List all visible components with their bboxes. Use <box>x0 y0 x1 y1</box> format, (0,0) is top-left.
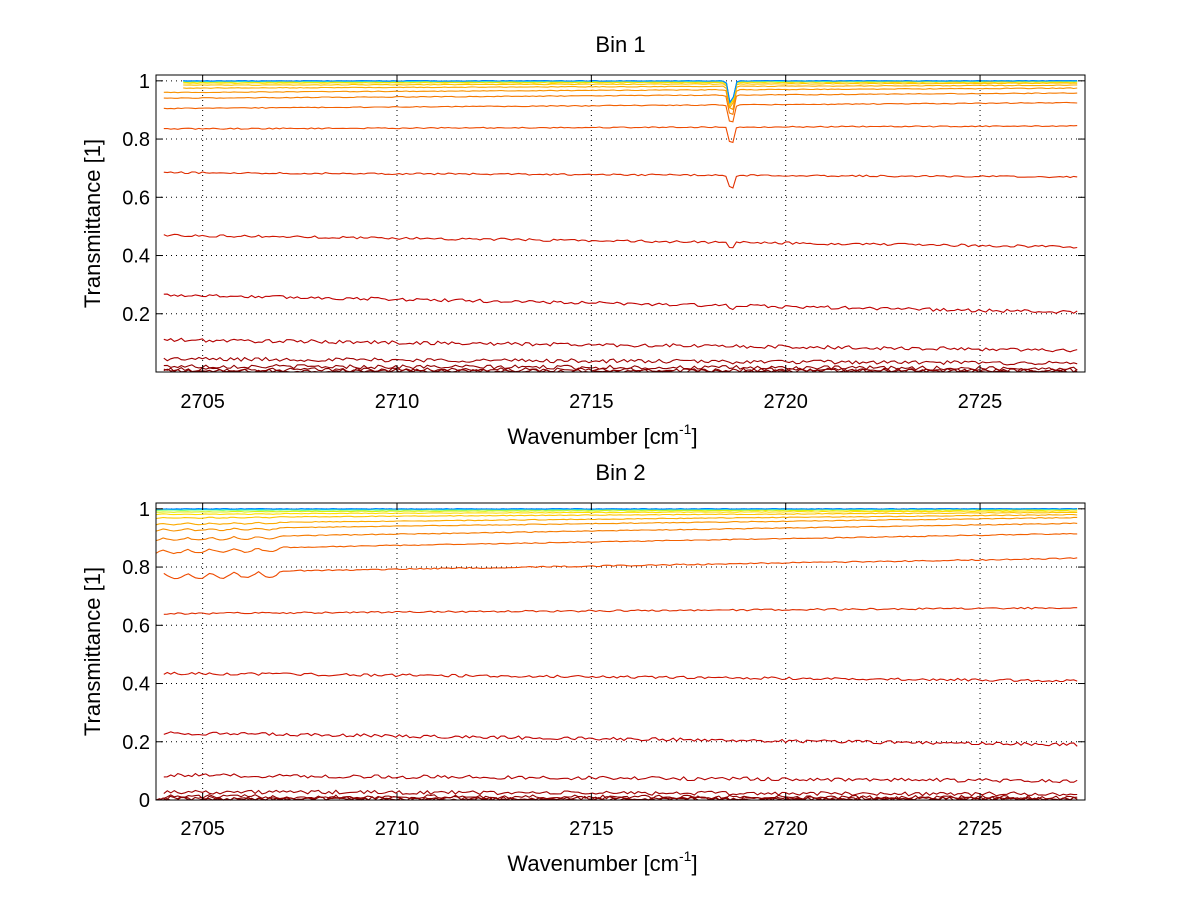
series-line <box>163 337 1078 353</box>
x-tick-label: 2710 <box>375 391 420 413</box>
series-line <box>163 671 1078 683</box>
y-axis-label: Transmittance [1] <box>80 567 105 736</box>
x-tick-label: 2705 <box>180 391 225 413</box>
x-axis-label-exponent: -1 <box>679 848 692 864</box>
series-line <box>163 606 1078 615</box>
series-line <box>163 772 1078 784</box>
y-axis-label: Transmittance [1] <box>80 139 105 308</box>
series-line <box>155 532 1078 555</box>
series-line <box>155 522 1078 542</box>
x-axis-label: Wavenumber [cm-1] <box>507 848 697 876</box>
series-line <box>163 367 1078 373</box>
y-tick-label: 0.4 <box>122 674 150 696</box>
x-axis-label-main: Wavenumber [cm <box>507 851 679 876</box>
series-line <box>163 101 1078 123</box>
x-tick-label: 2715 <box>569 818 614 840</box>
series-line <box>183 84 1078 109</box>
y-tick-label: 0.8 <box>122 557 150 579</box>
series-line <box>155 513 1078 526</box>
series-line <box>183 79 1078 104</box>
series-line <box>163 356 1078 366</box>
x-axis-label-end: ] <box>691 424 697 449</box>
x-axis-label: Wavenumber [cm-1] <box>507 421 697 449</box>
y-tick-label: 0.8 <box>122 129 150 151</box>
series-line <box>163 125 1078 144</box>
x-tick-label: 2715 <box>569 391 614 413</box>
y-tick-label: 0.2 <box>122 304 150 326</box>
subplot-bin-2: 2705 2710 2715 2720 2725 0 0.2 0.4 0.6 0.8 1 Bin 2 W… <box>80 460 1086 876</box>
series-line <box>163 557 1078 580</box>
series-line <box>183 82 1078 107</box>
x-axis-label-main: Wavenumber [cm <box>507 424 679 449</box>
axes-frame <box>155 502 1086 801</box>
series-line <box>163 171 1078 189</box>
x-tick-label: 2725 <box>958 391 1003 413</box>
series-line <box>155 507 1078 510</box>
y-tick-label: 0 <box>139 790 150 812</box>
chart-title: Bin 1 <box>595 32 645 57</box>
y-tick-label: 0.4 <box>122 246 150 268</box>
series-line <box>155 516 1078 532</box>
y-tick-label: 0.6 <box>122 615 150 637</box>
y-tick-label: 0.6 <box>122 187 150 209</box>
y-tick-label: 1 <box>139 499 150 521</box>
series-line <box>163 731 1078 747</box>
y-tick-label: 1 <box>139 71 150 93</box>
series-line <box>163 293 1078 314</box>
series-line <box>163 364 1078 371</box>
series-line <box>155 511 1078 520</box>
axes-frame <box>155 74 1086 373</box>
series-line <box>163 794 1078 801</box>
series-line <box>155 510 1078 516</box>
x-tick-label: 2720 <box>763 818 808 840</box>
series-line <box>163 87 1078 111</box>
series-line <box>155 508 1078 513</box>
series-line <box>163 233 1078 249</box>
x-tick-label: 2720 <box>763 391 808 413</box>
y-tick-label: 0.2 <box>122 732 150 754</box>
x-axis-label-end: ] <box>691 851 697 876</box>
x-tick-label: 2705 <box>180 818 225 840</box>
chart-title: Bin 2 <box>595 460 645 485</box>
series-line <box>163 789 1078 797</box>
series-line <box>163 92 1078 116</box>
x-tick-label: 2725 <box>958 818 1003 840</box>
x-tick-label: 2710 <box>375 818 420 840</box>
x-axis-label-exponent: -1 <box>679 421 692 437</box>
subplot-bin-1: 2705 2710 2715 2720 2725 0.2 0.4 0.6 0.8 1 Bin 1 Wa… <box>80 32 1086 449</box>
